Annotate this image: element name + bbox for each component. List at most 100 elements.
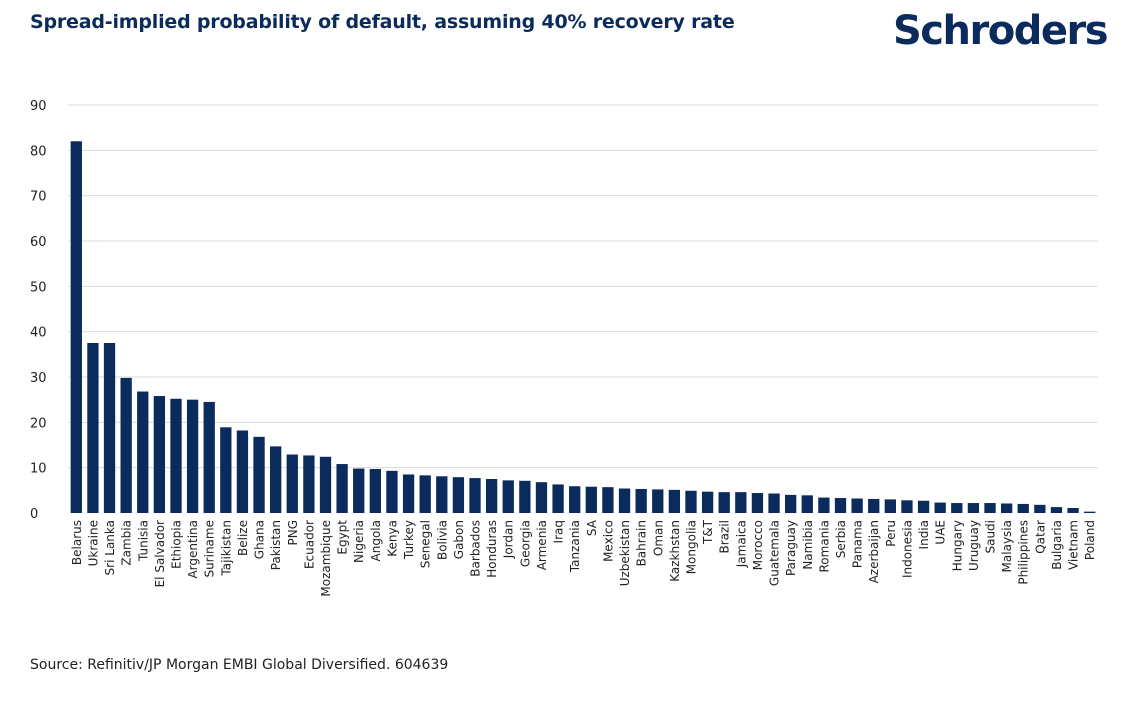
y-tick-label: 70 — [30, 190, 47, 205]
y-tick-label: 40 — [30, 326, 47, 341]
bar — [818, 497, 830, 513]
x-category-label: Tunisia — [136, 520, 150, 562]
bars — [70, 141, 1096, 513]
x-category-label: Argentina — [186, 520, 200, 579]
y-axis-ticks: 0 10 20 30 40 50 60 70 80 90 — [30, 99, 47, 522]
bar — [851, 498, 863, 513]
bar — [319, 456, 332, 513]
bar — [635, 488, 647, 513]
y-tick-label: 50 — [30, 280, 47, 295]
bar — [452, 477, 465, 513]
x-category-label: Jamaica — [734, 520, 748, 568]
x-category-label: Uruguay — [967, 520, 981, 571]
x-category-label: Namibia — [801, 520, 815, 570]
x-category-label: Bahrain — [635, 520, 649, 566]
x-category-label: Jordan — [502, 520, 516, 559]
x-category-label: Belize — [236, 520, 250, 556]
bar — [436, 476, 448, 513]
bar — [951, 503, 963, 513]
x-category-label: Nigeria — [352, 520, 366, 563]
bar — [801, 495, 813, 513]
x-category-label: Guatemala — [768, 520, 782, 586]
bar — [785, 494, 797, 513]
x-category-label: Ethiopia — [169, 520, 183, 569]
y-tick-label: 10 — [30, 462, 47, 477]
bar — [652, 489, 664, 513]
bar — [170, 398, 182, 513]
bar — [402, 474, 415, 513]
bar — [718, 492, 730, 513]
y-tick-label: 90 — [30, 99, 47, 114]
schroders-logo: Schroders — [893, 8, 1109, 54]
x-category-label: India — [917, 520, 931, 549]
x-category-label: Poland — [1083, 520, 1097, 560]
x-category-label: Sri Lanka — [103, 520, 117, 575]
x-category-label: Senegal — [419, 520, 433, 568]
x-category-label: Brazil — [718, 520, 732, 554]
x-category-label: Saudi — [984, 520, 998, 554]
x-category-label: Bulgaria — [1050, 520, 1064, 570]
x-category-label: Morocco — [751, 520, 765, 570]
chart-title: Spread-implied probability of default, a… — [30, 11, 735, 33]
source-note: Source: Refinitiv/JP Morgan EMBI Global … — [30, 657, 449, 673]
x-category-label: Peru — [884, 520, 898, 547]
bar — [203, 401, 215, 513]
y-tick-label: 0 — [30, 507, 38, 522]
y-tick-label: 30 — [30, 371, 47, 386]
x-category-label: Barbados — [469, 520, 483, 577]
bar — [1050, 507, 1063, 513]
bar — [303, 455, 315, 513]
bar — [701, 491, 714, 513]
bar — [369, 469, 381, 513]
x-category-label: UAE — [934, 520, 948, 545]
bar — [1034, 504, 1046, 513]
x-category-label: Uzbekistan — [618, 520, 632, 586]
bar — [668, 489, 681, 513]
bar — [934, 502, 946, 513]
x-category-label: Turkey — [402, 520, 416, 560]
bar-chart: 0 10 20 30 40 50 60 70 80 90 Belarus Ukraine Sri La… — [30, 99, 1098, 597]
x-category-label: Qatar — [1033, 520, 1047, 554]
x-category-label: Mongolia — [684, 520, 698, 574]
bar — [137, 391, 149, 513]
bar — [569, 486, 581, 513]
bar — [87, 343, 99, 513]
x-category-label: Armenia — [535, 520, 549, 570]
y-tick-label: 20 — [30, 416, 47, 431]
x-category-label: Serbia — [834, 520, 848, 558]
bar — [768, 493, 780, 513]
x-category-label: Honduras — [485, 520, 499, 578]
x-category-label: SA — [585, 519, 599, 536]
x-category-label: PNG — [286, 520, 300, 546]
bar — [519, 480, 531, 513]
bar — [70, 141, 82, 513]
y-tick-label: 60 — [30, 235, 47, 250]
x-category-label: El Salvador — [153, 520, 167, 587]
x-category-label: Iraq — [552, 520, 566, 543]
x-category-label: Malaysia — [1000, 520, 1014, 572]
bar — [502, 480, 514, 513]
x-category-label: Indonesia — [900, 520, 914, 578]
x-category-label: Georgia — [518, 520, 532, 567]
x-category-label: Zambia — [120, 520, 134, 566]
bar — [253, 436, 265, 513]
bar — [685, 490, 697, 513]
x-category-label: Tanzania — [568, 520, 582, 573]
x-category-label: Philippines — [1017, 520, 1031, 585]
y-tick-label: 80 — [30, 144, 47, 159]
bar — [103, 343, 116, 513]
x-category-label: Hungary — [950, 520, 964, 571]
x-category-label: Oman — [651, 520, 665, 556]
x-category-label: Egypt — [336, 520, 350, 555]
x-category-label: Mexico — [601, 520, 615, 562]
x-category-label: Romania — [817, 520, 831, 572]
bar — [1017, 503, 1029, 513]
bar — [751, 493, 764, 513]
bar — [1000, 503, 1013, 513]
bar — [917, 500, 930, 513]
x-category-label: Belarus — [70, 520, 84, 565]
bar — [153, 396, 166, 513]
bar — [469, 478, 481, 513]
x-category-label: Pakistan — [269, 520, 283, 570]
bar — [270, 446, 282, 513]
